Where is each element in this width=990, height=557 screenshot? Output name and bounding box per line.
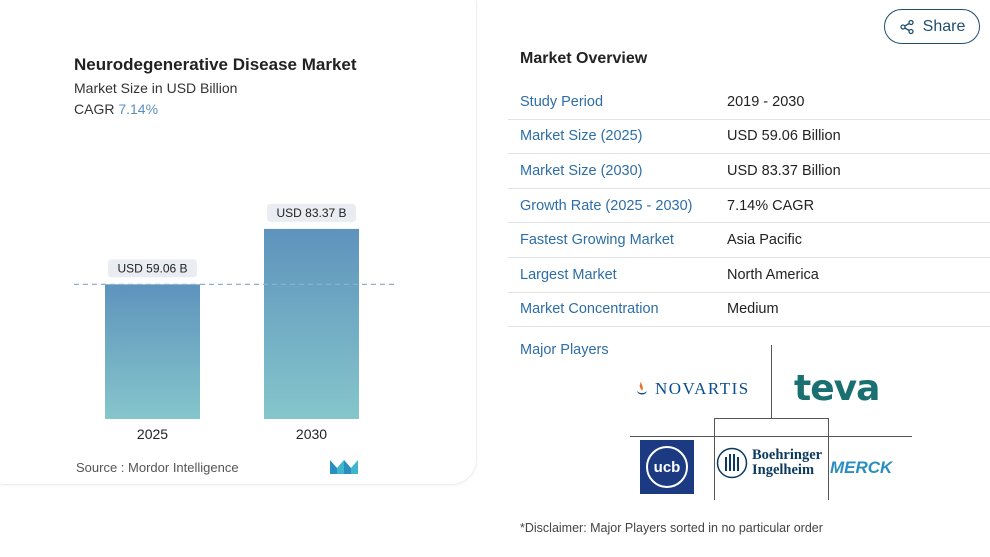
overview-label: Market Size (2030) xyxy=(520,162,643,179)
bar-chart: USD 59.06 B 2025 USD 83.37 B 2030 xyxy=(74,203,394,442)
chart-title: Neurodegenerative Disease Market xyxy=(74,55,357,74)
chart-subtitle: Market Size in USD Billion xyxy=(74,80,238,96)
data-label: USD 83.37 B xyxy=(276,206,346,220)
overview-label: Study Period xyxy=(520,93,604,110)
overview-row: Largest Market North America xyxy=(508,258,990,293)
overview-label: Fastest Growing Market xyxy=(520,232,674,249)
share-label: Share xyxy=(922,17,966,35)
mordor-intelligence-logo xyxy=(330,460,358,474)
overview-title: Market Overview xyxy=(520,50,648,67)
overview-label: Largest Market xyxy=(520,266,617,283)
boehringer-building-icon xyxy=(716,447,748,479)
overview-row: Market Size (2025) USD 59.06 Billion xyxy=(508,120,990,155)
overview-row: Market Concentration Medium xyxy=(508,293,990,328)
cagr-label: CAGR xyxy=(74,101,115,117)
data-label-bg xyxy=(267,203,356,222)
overview-label: Market Concentration xyxy=(520,301,659,318)
cagr-value: 7.14% xyxy=(118,101,159,117)
boehringer-wordmark: Boehringer Ingelheim xyxy=(752,448,822,478)
disclaimer: *Disclaimer: Major Players sorted in no … xyxy=(520,521,823,535)
overview-value: USD 59.06 Billion xyxy=(727,128,841,145)
overview-label: Growth Rate (2025 - 2030) xyxy=(520,197,693,214)
share-icon xyxy=(899,19,914,34)
bar-2030 xyxy=(264,228,359,419)
data-label-bg xyxy=(108,259,197,278)
overview-row: Market Size (2030) USD 83.37 Billion xyxy=(508,154,990,189)
overview-table: Study Period 2019 - 2030 Market Size (20… xyxy=(508,85,990,328)
boehringer-ingelheim-logo: Boehringer Ingelheim xyxy=(716,447,822,479)
overview-row: Study Period 2019 - 2030 xyxy=(508,85,990,120)
logo-divider xyxy=(828,418,829,500)
chart-cagr: CAGR 7.14% xyxy=(74,101,158,117)
merck-logo: MERCK xyxy=(830,458,893,477)
overview-value: USD 83.37 Billion xyxy=(727,162,841,179)
data-label: USD 59.06 B xyxy=(117,261,187,275)
logo-divider xyxy=(714,418,715,500)
overview-row: Fastest Growing Market Asia Pacific xyxy=(508,223,990,258)
overview-value: 2019 - 2030 xyxy=(727,93,805,110)
overview-value: 7.14% CAGR xyxy=(727,197,815,214)
novartis-wordmark: NOVARTIS xyxy=(655,379,750,398)
overview-row: Growth Rate (2025 - 2030) 7.14% CAGR xyxy=(508,189,990,224)
x-tick-label: 2030 xyxy=(296,426,327,442)
major-players-label: Major Players xyxy=(520,342,609,358)
novartis-logo: NOVARTIS xyxy=(635,378,750,400)
overview-value: Medium xyxy=(727,301,779,318)
ucb-logo: ucb xyxy=(640,440,694,494)
ucb-wordmark: ucb xyxy=(646,446,688,488)
overview-value: Asia Pacific xyxy=(727,232,802,249)
chart-source: Source : Mordor Intelligence xyxy=(76,460,239,475)
logo-divider xyxy=(630,436,912,437)
chart-card xyxy=(0,0,477,485)
overview-value: North America xyxy=(727,266,819,283)
teva-logo: teva xyxy=(794,368,880,409)
x-tick-label: 2025 xyxy=(137,426,168,442)
bar-2025 xyxy=(105,284,200,419)
overview-label: Market Size (2025) xyxy=(520,128,643,145)
novartis-flame-icon xyxy=(637,379,647,395)
logo-divider xyxy=(714,418,828,419)
logo-divider xyxy=(771,345,772,418)
boehringer-line2: Ingelheim xyxy=(752,462,815,478)
share-button[interactable]: Share xyxy=(884,9,980,44)
boehringer-line1: Boehringer xyxy=(752,447,823,463)
